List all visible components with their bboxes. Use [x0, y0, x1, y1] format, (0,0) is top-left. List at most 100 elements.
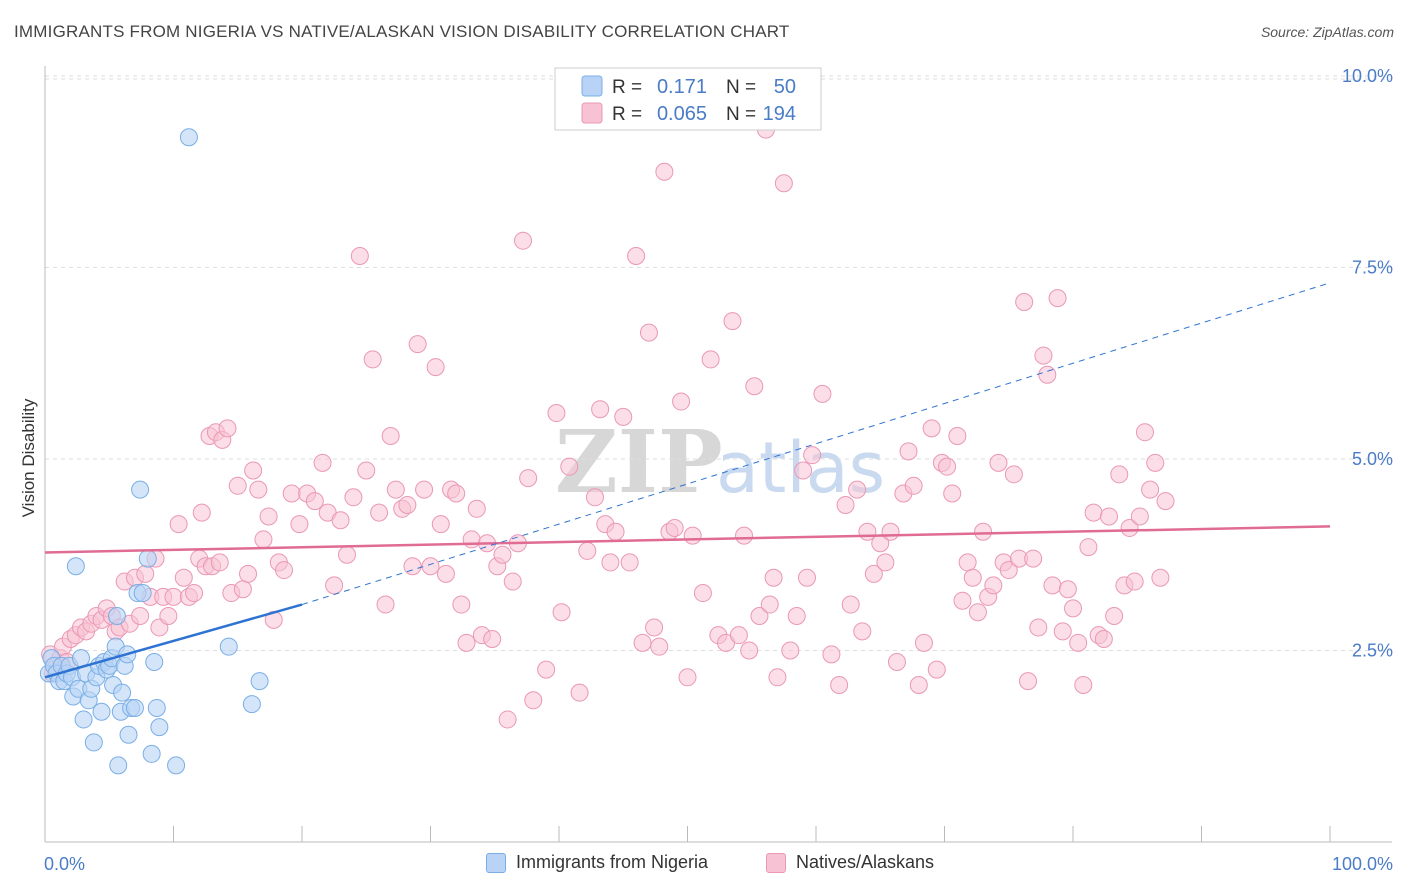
point-natives — [503, 572, 522, 591]
watermark-zip: ZIP — [555, 412, 723, 513]
legend-swatch-pink — [766, 852, 786, 873]
point-natives — [723, 312, 742, 331]
point-natives — [938, 457, 957, 476]
point-nigeria — [242, 695, 261, 714]
point-natives — [627, 247, 646, 266]
point-natives — [136, 564, 155, 583]
point-natives — [963, 568, 982, 587]
point-natives — [185, 584, 204, 603]
point-natives — [363, 350, 382, 369]
point-natives — [909, 675, 928, 694]
point-natives — [398, 495, 417, 514]
point-natives — [169, 515, 188, 534]
point-nigeria — [74, 710, 93, 729]
point-natives — [822, 645, 841, 664]
legend-item-nigeria[interactable]: Immigrants from Nigeria — [486, 852, 708, 873]
point-natives — [331, 511, 350, 530]
point-natives — [1058, 580, 1077, 599]
point-natives — [357, 461, 376, 480]
point-nigeria — [219, 637, 238, 656]
point-natives — [305, 492, 324, 511]
legend-label-nigeria: Immigrants from Nigeria — [516, 852, 709, 872]
point-natives — [254, 530, 273, 549]
point-natives — [1053, 622, 1072, 641]
point-natives — [1074, 675, 1093, 694]
source-credit: Source: ZipAtlas.com — [1260, 24, 1394, 40]
point-natives — [740, 641, 759, 660]
point-natives — [768, 668, 787, 687]
point-natives — [578, 541, 597, 560]
point-natives — [614, 407, 633, 426]
stats-r-label: R = — [612, 77, 642, 98]
point-nigeria — [92, 702, 111, 721]
point-natives — [1084, 503, 1103, 522]
stats-n-label: N = — [726, 104, 756, 125]
point-natives — [585, 488, 604, 507]
point-natives — [467, 499, 486, 518]
point-nigeria — [71, 649, 90, 668]
point-natives — [1130, 507, 1149, 526]
point-natives — [701, 350, 720, 369]
point-natives — [233, 580, 252, 599]
point-natives — [519, 469, 538, 488]
point-natives — [192, 503, 211, 522]
point-natives — [350, 247, 369, 266]
legend-swatch-blue — [486, 852, 506, 873]
point-natives — [904, 476, 923, 495]
x-tick-label-end: 100.0% — [1332, 854, 1393, 874]
point-natives — [989, 453, 1008, 472]
trendline-nigeria-extension — [301, 282, 1331, 606]
legend-item-natives[interactable]: Natives/Alaskans — [766, 852, 934, 873]
point-natives — [524, 691, 543, 710]
point-natives — [848, 480, 867, 499]
point-natives — [1120, 518, 1139, 537]
point-natives — [672, 392, 691, 411]
point-natives — [650, 637, 669, 656]
point-natives — [968, 603, 987, 622]
point-natives — [1094, 630, 1113, 649]
point-natives — [457, 633, 476, 652]
point-natives — [1015, 292, 1034, 311]
point-natives — [239, 564, 258, 583]
point-nigeria — [167, 756, 186, 775]
x-tick-label-start: 0.0% — [44, 854, 85, 874]
point-natives — [729, 626, 748, 645]
point-nigeria — [133, 584, 152, 603]
point-natives — [665, 518, 684, 537]
point-natives — [282, 484, 301, 503]
point-nigeria — [150, 718, 169, 737]
stats-n-label: N = — [726, 77, 756, 98]
point-natives — [275, 561, 294, 580]
point-natives — [431, 515, 450, 534]
point-natives — [1146, 453, 1165, 472]
point-natives — [514, 231, 533, 250]
point-nigeria — [145, 652, 164, 671]
point-nigeria — [119, 725, 138, 744]
point-natives — [1125, 572, 1144, 591]
point-natives — [218, 419, 237, 438]
point-natives — [750, 607, 769, 626]
point-natives — [678, 668, 697, 687]
point-natives — [633, 633, 652, 652]
point-natives — [693, 584, 712, 603]
point-natives — [290, 515, 309, 534]
point-nigeria — [109, 756, 128, 775]
point-nigeria — [131, 480, 150, 499]
point-natives — [1069, 633, 1088, 652]
point-natives — [570, 683, 589, 702]
point-natives — [426, 358, 445, 377]
stats-swatch — [581, 75, 603, 97]
point-natives — [1110, 465, 1129, 484]
point-natives — [259, 507, 278, 526]
point-natives — [1064, 599, 1082, 618]
point-natives — [1034, 346, 1053, 365]
point-natives — [552, 603, 571, 622]
point-natives — [606, 522, 625, 541]
point-natives — [174, 568, 193, 587]
point-nigeria — [179, 128, 198, 147]
point-natives — [798, 568, 817, 587]
point-natives — [1048, 289, 1067, 308]
point-natives — [337, 545, 356, 564]
trendline-nigeria — [44, 603, 303, 679]
point-natives — [547, 404, 566, 423]
